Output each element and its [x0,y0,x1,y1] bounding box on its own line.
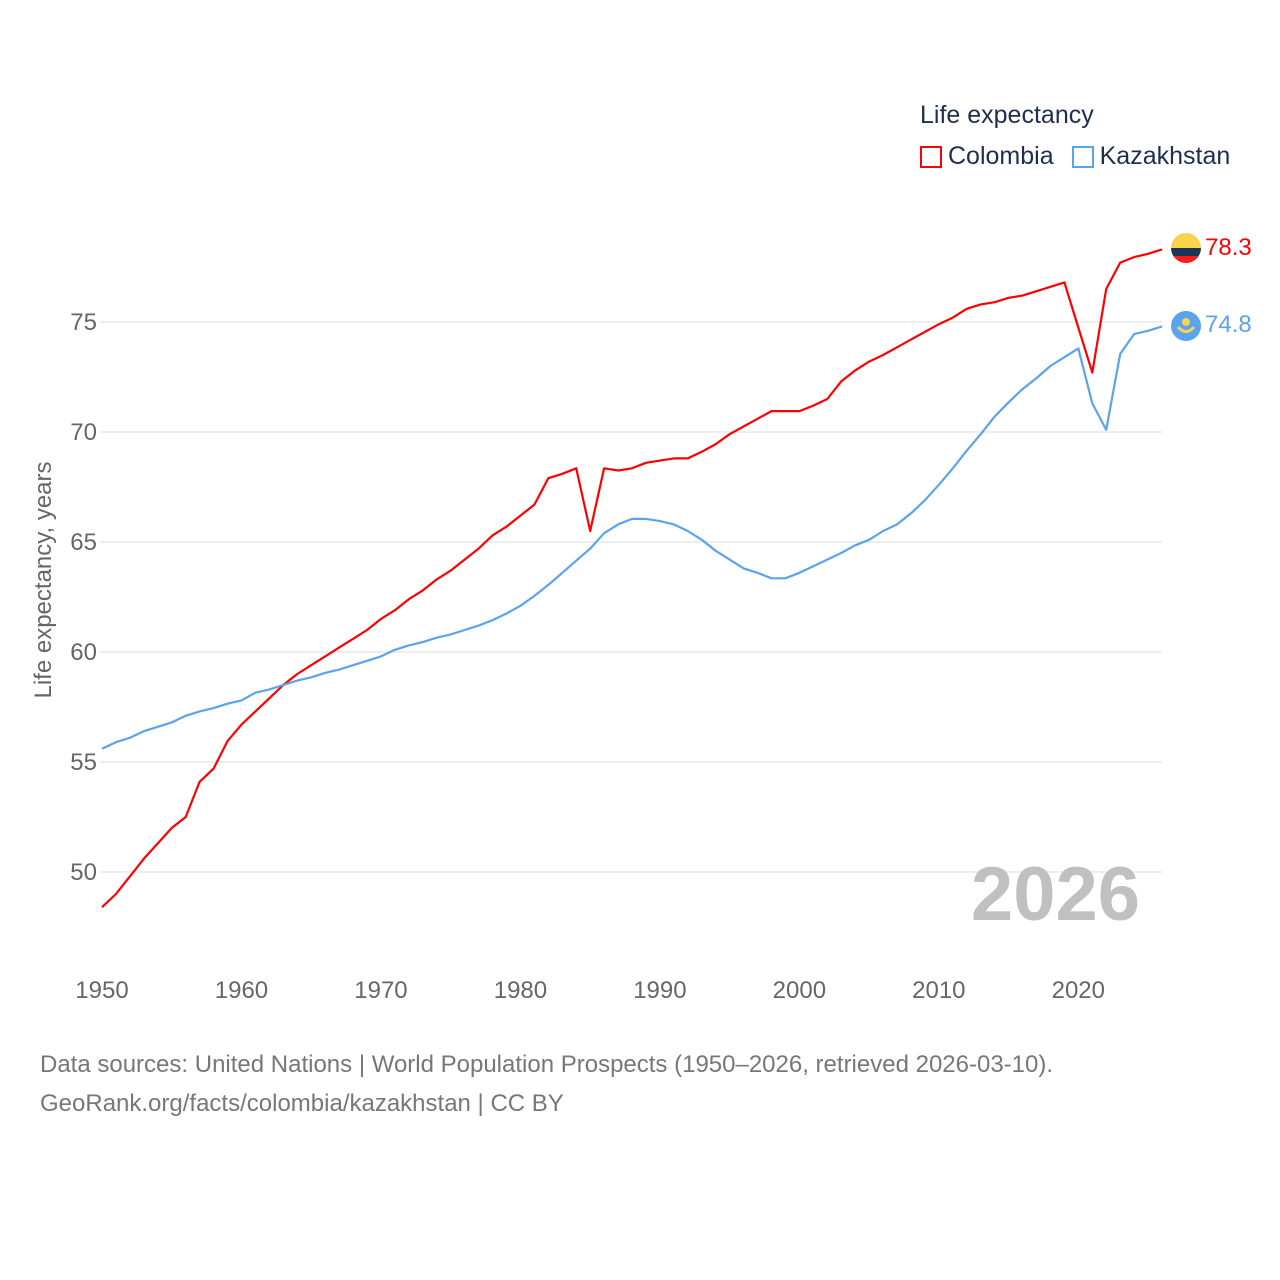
y-tick-label: 50 [70,859,97,886]
y-tick-label: 55 [70,749,97,776]
y-tick-label: 70 [70,419,97,446]
y-tick-label: 60 [70,639,97,666]
legend-item-kazakhstan[interactable]: Kazakhstan [1071,142,1231,171]
kazakhstan-flag-icon [1171,311,1201,341]
series-line-colombia [101,248,1163,908]
grid-lines [100,321,1162,873]
credit-text: GeoRank.org/facts/colombia/kazakhstan | … [40,1090,564,1117]
legend: Colombia Kazakhstan [920,142,1230,171]
legend-label: Colombia [948,142,1054,170]
kazakhstan-swatch-icon [1071,145,1094,168]
year-watermark: 2026 [971,852,1140,937]
colombia-end-value: 78.3 [1205,234,1252,261]
x-tick-label: 1950 [75,977,128,1004]
x-tick-label: 1970 [354,977,407,1004]
legend-label: Kazakhstan [1099,142,1231,170]
x-tick-label: 2010 [912,977,965,1004]
footer: Data sources: United Nations | World Pop… [40,1045,1053,1123]
y-tick-label: 65 [70,529,97,556]
legend-title: Life expectancy [920,101,1094,129]
legend-item-colombia[interactable]: Colombia [920,142,1054,171]
series-line-kazakhstan [101,325,1163,750]
x-tick-label: 1990 [633,977,686,1004]
y-tick-label: 75 [70,309,97,336]
colombia-swatch-icon [920,145,942,168]
x-tick-label: 2000 [773,977,826,1004]
kazakhstan-end-value: 74.8 [1205,311,1252,338]
x-tick-label: 1960 [215,977,268,1004]
colombia-flag-icon [1171,233,1201,263]
data-source-text: Data sources: United Nations | World Pop… [40,1051,1054,1078]
y-axis-ticks: 50 55 60 65 70 75 [70,309,97,886]
y-axis-label: Life expectancy, years [30,461,57,698]
series-lines [101,248,1163,908]
x-tick-label: 1980 [494,977,547,1004]
end-markers: 78.3 74.8 [1171,233,1252,341]
x-tick-label: 2020 [1052,977,1105,1004]
x-axis-ticks: 1950 1960 1970 1980 1990 2000 2010 2020 [75,977,1105,1004]
